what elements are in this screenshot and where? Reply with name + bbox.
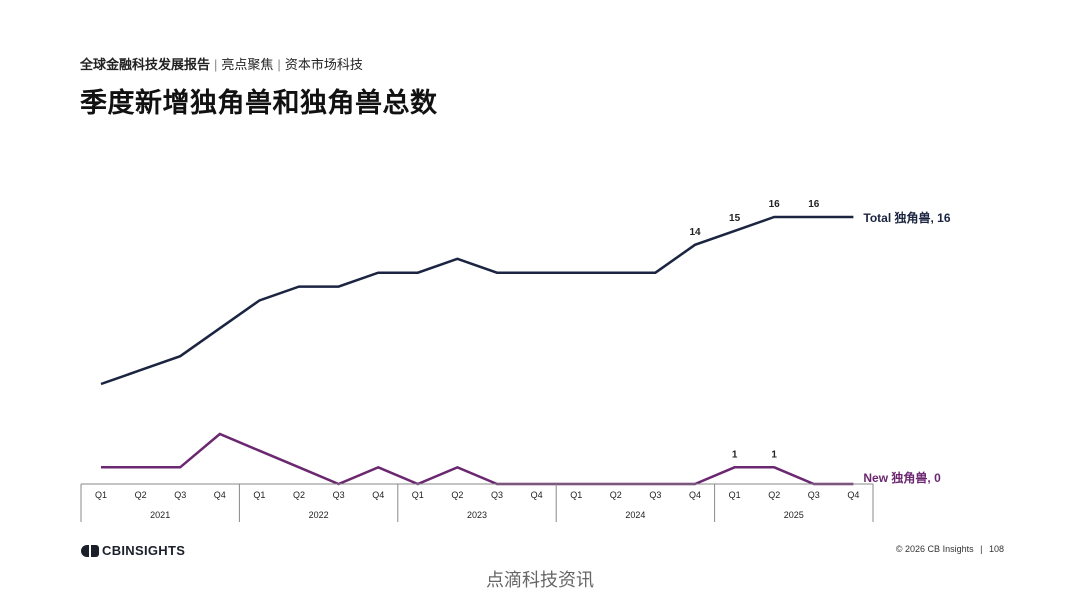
- quarter-tick-label: Q3: [174, 490, 186, 500]
- new-unicorns-series-line: [101, 432, 854, 486]
- quarter-tick-label: Q1: [412, 490, 424, 500]
- total-unicorns-data-label: 16: [808, 199, 820, 210]
- breadcrumb-separator: |: [277, 57, 281, 72]
- breadcrumb-topic[interactable]: 资本市场科技: [284, 57, 363, 72]
- page-title: 季度新增独角兽和独角兽总数: [80, 88, 438, 118]
- year-tick-label: 2021: [150, 510, 170, 520]
- breadcrumb-section[interactable]: 亮点聚焦: [221, 57, 274, 72]
- total-unicorns-end-label: Total 独角兽, 16: [863, 210, 950, 225]
- breadcrumb-report[interactable]: 全球金融科技发展报告: [80, 57, 211, 72]
- year-tick-label: 2022: [309, 510, 329, 520]
- quarter-tick-label: Q4: [214, 490, 226, 500]
- header: 全球金融科技发展报告 | 亮点聚焦 | 资本市场科技 季度新增独角兽和独角兽总数: [80, 54, 438, 120]
- new-unicorns-data-label: 1: [732, 449, 738, 460]
- quarter-tick-label: Q1: [729, 490, 741, 500]
- logo-text: CBINSIGHTS: [102, 543, 186, 558]
- quarter-tick-label: Q1: [95, 490, 107, 500]
- copyright: © 2026 CB Insights | 108: [896, 544, 1004, 554]
- quarter-tick-label: Q2: [768, 490, 780, 500]
- total-unicorns-series-line: [100, 215, 854, 386]
- quarter-tick-label: Q2: [293, 490, 305, 500]
- quarter-tick-label: Q2: [135, 490, 147, 500]
- total-unicorns-data-label: 16: [769, 199, 781, 210]
- new-unicorns-data-label: 1: [771, 449, 777, 460]
- year-tick-label: 2025: [784, 510, 804, 520]
- year-tick-label: 2023: [467, 510, 487, 520]
- new-unicorns-end-label: New 独角兽, 0: [863, 470, 941, 485]
- copyright-divider: |: [980, 544, 983, 554]
- quarter-tick-label: Q4: [689, 490, 701, 500]
- quarter-tick-label: Q4: [372, 490, 384, 500]
- quarter-tick-label: Q2: [451, 490, 463, 500]
- quarter-tick-label: Q3: [491, 490, 503, 500]
- quarter-tick-label: Q4: [847, 490, 859, 500]
- total-unicorns-data-label: 14: [689, 227, 701, 238]
- breadcrumb-separator: |: [214, 57, 218, 72]
- year-tick-label: 2024: [625, 510, 645, 520]
- copyright-text: © 2026 CB Insights: [895, 544, 974, 554]
- total-unicorns-data-label: 15: [729, 213, 741, 224]
- breadcrumb: 全球金融科技发展报告 | 亮点聚焦 | 资本市场科技: [80, 54, 438, 73]
- watermark: 点滴科技资讯: [486, 570, 594, 590]
- page-number: 108: [988, 544, 1004, 554]
- cb-logo-icon: [81, 544, 99, 557]
- quarter-tick-label: Q3: [808, 490, 820, 500]
- quarter-tick-label: Q1: [253, 490, 265, 500]
- quarter-tick-label: Q3: [333, 490, 345, 500]
- quarter-tick-label: Q4: [531, 490, 543, 500]
- quarter-tick-label: Q2: [610, 490, 622, 500]
- quarter-tick-label: Q3: [649, 490, 661, 500]
- cb-insights-logo[interactable]: CBINSIGHTS: [81, 543, 185, 558]
- quarter-tick-label: Q1: [570, 490, 582, 500]
